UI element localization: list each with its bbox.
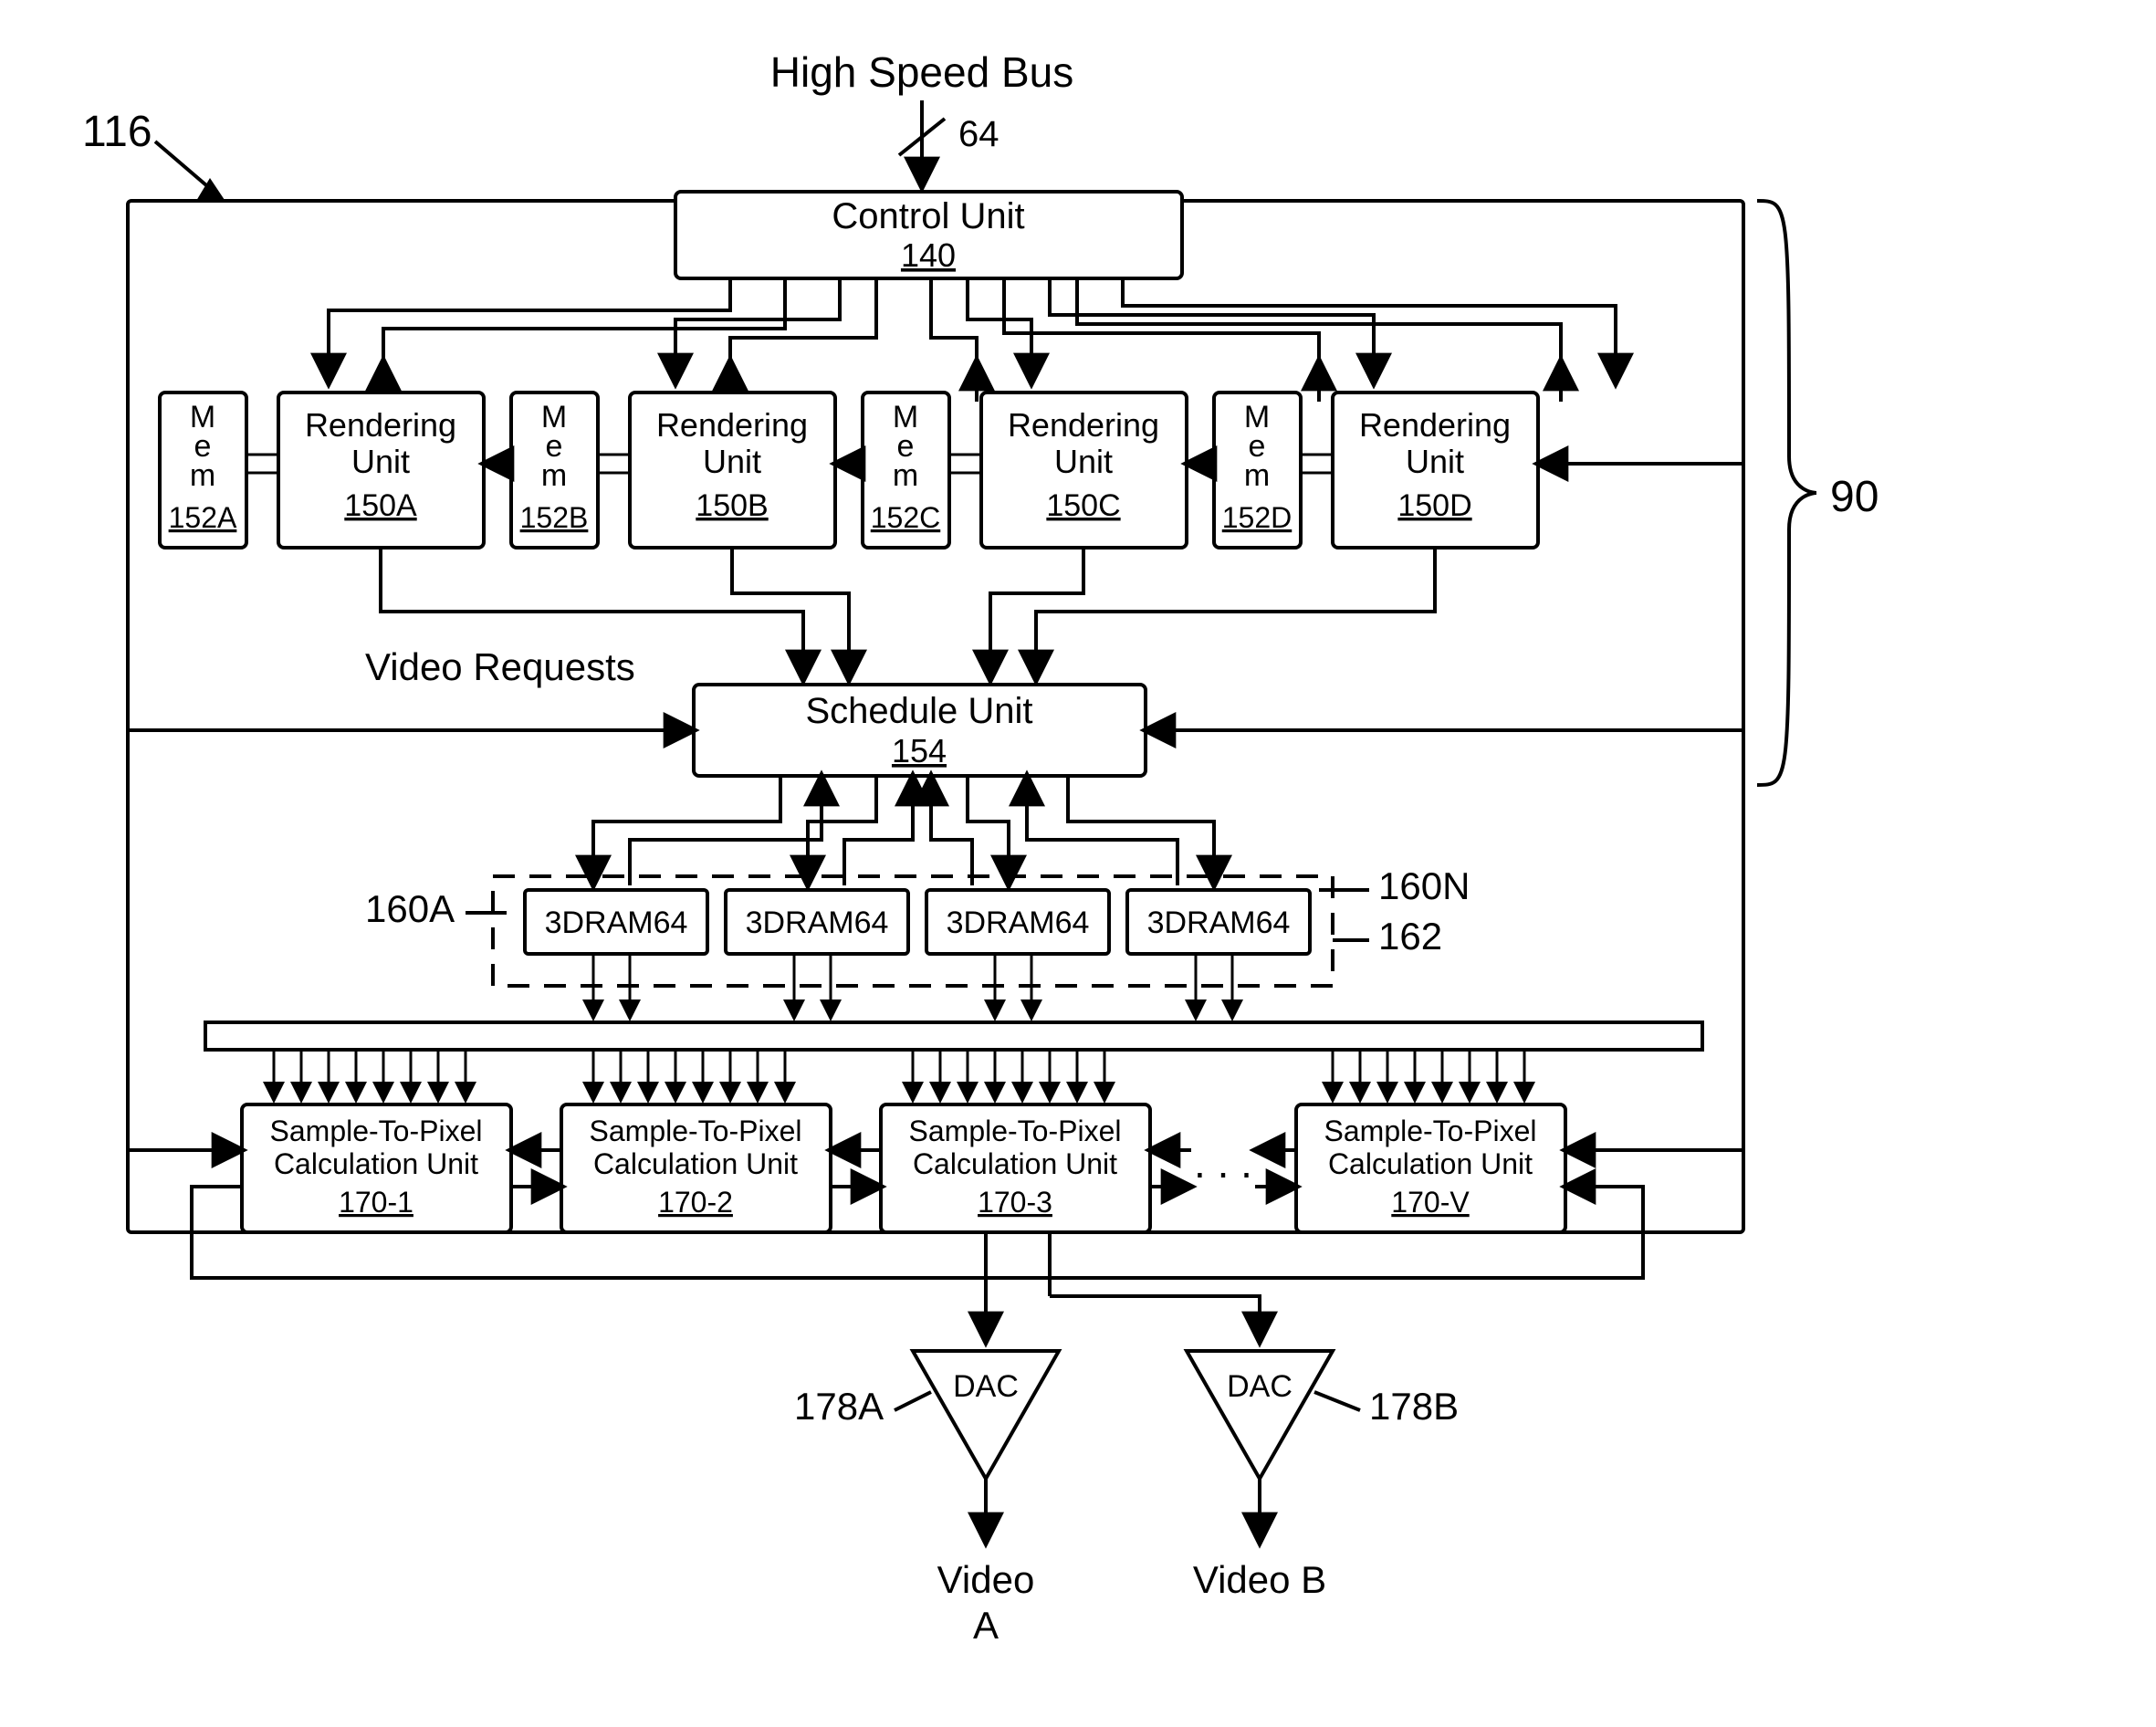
render-a-l1: Rendering <box>305 406 456 444</box>
dac-a-ref: 178A <box>794 1385 884 1428</box>
video-requests-label: Video Requests <box>365 645 635 688</box>
render-a-l2: Unit <box>351 443 410 480</box>
svg-text:Rendering: Rendering <box>1359 406 1511 444</box>
svg-text:DAC: DAC <box>1227 1369 1293 1404</box>
svg-text:170-1: 170-1 <box>339 1186 413 1219</box>
data-bus-bar <box>205 1022 1702 1050</box>
svg-text:3DRAM64: 3DRAM64 <box>1147 905 1291 940</box>
svg-text:m: m <box>1244 458 1270 493</box>
dac-b-ref: 178B <box>1369 1385 1459 1428</box>
ellipsis: . . . <box>1194 1139 1252 1187</box>
control-unit-label: Control Unit <box>832 196 1024 236</box>
svg-text:3DRAM64: 3DRAM64 <box>746 905 889 940</box>
svg-text:DAC: DAC <box>953 1369 1019 1404</box>
svg-text:3DRAM64: 3DRAM64 <box>947 905 1090 940</box>
svg-text:Unit: Unit <box>703 443 761 480</box>
schedule-unit-label: Schedule Unit <box>805 691 1032 731</box>
svg-text:150C: 150C <box>1046 488 1120 523</box>
svg-text:170-V: 170-V <box>1391 1186 1470 1219</box>
ref-90: 90 <box>1830 473 1879 521</box>
bus-width-label: 64 <box>958 114 1000 154</box>
svg-text:Rendering: Rendering <box>656 406 808 444</box>
render-a-ref: 150A <box>344 488 417 523</box>
svg-text:Calculation Unit: Calculation Unit <box>274 1147 478 1180</box>
svg-text:Sample-To-Pixel: Sample-To-Pixel <box>590 1115 802 1147</box>
svg-text:3DRAM64: 3DRAM64 <box>545 905 688 940</box>
dram-right-bot-ref: 162 <box>1378 915 1442 958</box>
svg-text:Sample-To-Pixel: Sample-To-Pixel <box>909 1115 1122 1147</box>
svg-text:Sample-To-Pixel: Sample-To-Pixel <box>270 1115 483 1147</box>
mem-b-ref: 152B <box>520 501 589 534</box>
svg-text:Calculation Unit: Calculation Unit <box>593 1147 798 1180</box>
video-b-label: Video B <box>1193 1558 1326 1601</box>
video-a-1: Video <box>937 1558 1035 1601</box>
svg-text:m: m <box>893 458 918 493</box>
svg-text:170-3: 170-3 <box>978 1186 1052 1219</box>
svg-text:Sample-To-Pixel: Sample-To-Pixel <box>1324 1115 1537 1147</box>
svg-text:Unit: Unit <box>1406 443 1464 480</box>
svg-text:170-2: 170-2 <box>658 1186 733 1219</box>
high-speed-bus-label: High Speed Bus <box>770 48 1073 96</box>
svg-text:150B: 150B <box>696 488 768 523</box>
mem-a-m2: m <box>190 458 215 493</box>
svg-text:152D: 152D <box>1222 501 1293 534</box>
ref-116: 116 <box>82 108 152 156</box>
dram-right-top-ref: 160N <box>1378 864 1470 907</box>
schedule-unit-ref: 154 <box>892 732 947 769</box>
svg-text:m: m <box>541 458 567 493</box>
dram-left-ref: 160A <box>365 887 455 930</box>
svg-text:Calculation Unit: Calculation Unit <box>913 1147 1117 1180</box>
svg-text:Calculation Unit: Calculation Unit <box>1328 1147 1533 1180</box>
svg-text:152C: 152C <box>871 501 941 534</box>
svg-text:Unit: Unit <box>1054 443 1113 480</box>
svg-text:150D: 150D <box>1397 488 1471 523</box>
control-unit-ref: 140 <box>901 236 956 274</box>
mem-a-ref: 152A <box>169 501 237 534</box>
video-a-2: A <box>973 1604 999 1647</box>
svg-text:Rendering: Rendering <box>1008 406 1159 444</box>
